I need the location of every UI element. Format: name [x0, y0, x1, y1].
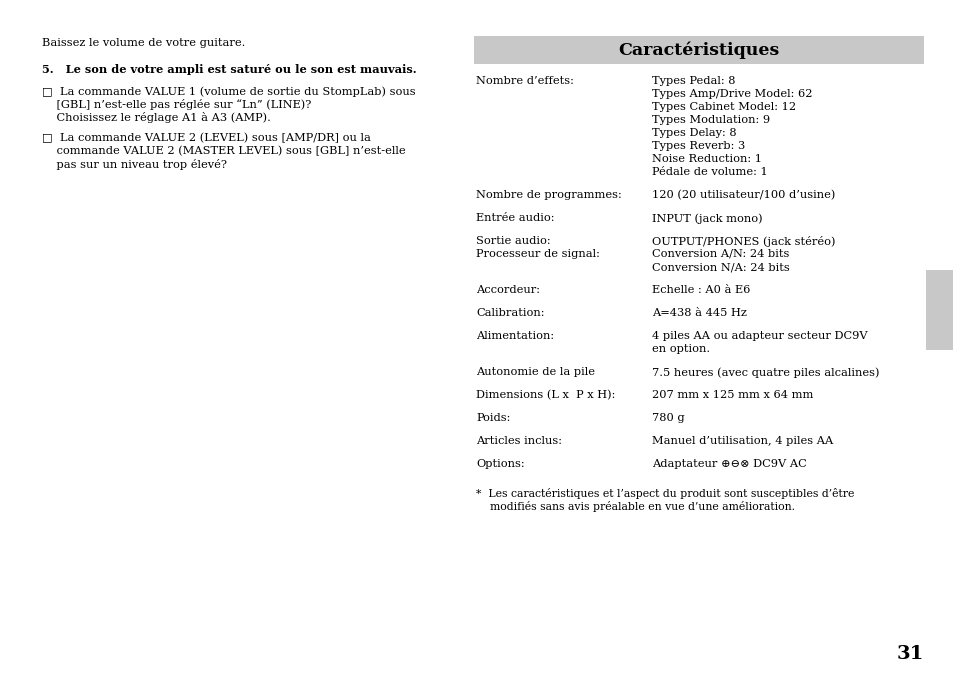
- Text: Types Modulation: 9: Types Modulation: 9: [651, 115, 769, 125]
- Bar: [474, 36, 923, 64]
- Text: Types Reverb: 3: Types Reverb: 3: [651, 141, 744, 151]
- Text: Autonomie de la pile: Autonomie de la pile: [476, 367, 595, 377]
- Text: Calibration:: Calibration:: [476, 308, 544, 318]
- Text: Dimensions (L x  P x H):: Dimensions (L x P x H):: [476, 390, 615, 400]
- Text: Adaptateur ⊕⊖⊗ DC9V AC: Adaptateur ⊕⊖⊗ DC9V AC: [651, 459, 806, 469]
- Text: Sortie audio:: Sortie audio:: [476, 236, 550, 246]
- Text: [GBL] n’est-elle pas réglée sur “Ln” (LINE)?: [GBL] n’est-elle pas réglée sur “Ln” (LI…: [42, 99, 311, 110]
- Text: Baissez le volume de votre guitare.: Baissez le volume de votre guitare.: [42, 38, 245, 48]
- Text: 7.5 heures (avec quatre piles alcalines): 7.5 heures (avec quatre piles alcalines): [651, 367, 879, 378]
- Text: Alimentation:: Alimentation:: [476, 331, 554, 341]
- Text: commande VALUE 2 (MASTER LEVEL) sous [GBL] n’est-elle: commande VALUE 2 (MASTER LEVEL) sous [GB…: [42, 146, 405, 156]
- Text: 120 (20 utilisateur/100 d’usine): 120 (20 utilisateur/100 d’usine): [651, 190, 835, 200]
- Text: Options:: Options:: [476, 459, 524, 469]
- Text: Accordeur:: Accordeur:: [476, 285, 539, 295]
- Text: Nombre de programmes:: Nombre de programmes:: [476, 190, 621, 200]
- Text: *  Les caractéristiques et l’aspect du produit sont susceptibles d’être: * Les caractéristiques et l’aspect du pr…: [476, 488, 854, 499]
- Text: Conversion A/N: 24 bits: Conversion A/N: 24 bits: [651, 249, 788, 259]
- Text: 4 piles AA ou adapteur secteur DC9V: 4 piles AA ou adapteur secteur DC9V: [651, 331, 866, 341]
- Text: 31: 31: [896, 645, 923, 663]
- Text: A=438 à 445 Hz: A=438 à 445 Hz: [651, 308, 746, 318]
- Text: modifiés sans avis préalable en vue d’une amélioration.: modifiés sans avis préalable en vue d’un…: [476, 501, 794, 512]
- Text: Poids:: Poids:: [476, 413, 510, 423]
- Text: Nombre d’effets:: Nombre d’effets:: [476, 76, 574, 86]
- Text: Types Delay: 8: Types Delay: 8: [651, 128, 736, 138]
- Text: 207 mm x 125 mm x 64 mm: 207 mm x 125 mm x 64 mm: [651, 390, 813, 400]
- Text: 5.   Le son de votre ampli est saturé ou le son est mauvais.: 5. Le son de votre ampli est saturé ou l…: [42, 64, 416, 75]
- Text: Processeur de signal:: Processeur de signal:: [476, 249, 599, 259]
- Text: en option.: en option.: [651, 344, 709, 354]
- Text: Caractéristiques: Caractéristiques: [618, 41, 779, 59]
- Text: □  La commande VALUE 1 (volume de sortie du StompLab) sous: □ La commande VALUE 1 (volume de sortie …: [42, 86, 416, 97]
- Text: Types Pedal: 8: Types Pedal: 8: [651, 76, 735, 86]
- Text: 780 g: 780 g: [651, 413, 684, 423]
- Text: Entrée audio:: Entrée audio:: [476, 213, 554, 223]
- Bar: [925, 270, 953, 350]
- Text: Manuel d’utilisation, 4 piles AA: Manuel d’utilisation, 4 piles AA: [651, 436, 832, 446]
- Text: Pédale de volume: 1: Pédale de volume: 1: [651, 167, 767, 177]
- Text: Types Cabinet Model: 12: Types Cabinet Model: 12: [651, 102, 796, 112]
- Text: Types Amp/Drive Model: 62: Types Amp/Drive Model: 62: [651, 89, 812, 99]
- Text: Choisissez le réglage A1 à A3 (AMP).: Choisissez le réglage A1 à A3 (AMP).: [42, 112, 271, 123]
- Text: INPUT (jack mono): INPUT (jack mono): [651, 213, 761, 223]
- Text: Echelle : A0 à E6: Echelle : A0 à E6: [651, 285, 750, 295]
- Text: Noise Reduction: 1: Noise Reduction: 1: [651, 154, 761, 164]
- Text: pas sur un niveau trop élevé?: pas sur un niveau trop élevé?: [42, 159, 227, 170]
- Text: □  La commande VALUE 2 (LEVEL) sous [AMP/DR] ou la: □ La commande VALUE 2 (LEVEL) sous [AMP/…: [42, 133, 371, 144]
- Text: Conversion N/A: 24 bits: Conversion N/A: 24 bits: [651, 262, 789, 272]
- Text: OUTPUT/PHONES (jack stéréo): OUTPUT/PHONES (jack stéréo): [651, 236, 835, 247]
- Text: Articles inclus:: Articles inclus:: [476, 436, 561, 446]
